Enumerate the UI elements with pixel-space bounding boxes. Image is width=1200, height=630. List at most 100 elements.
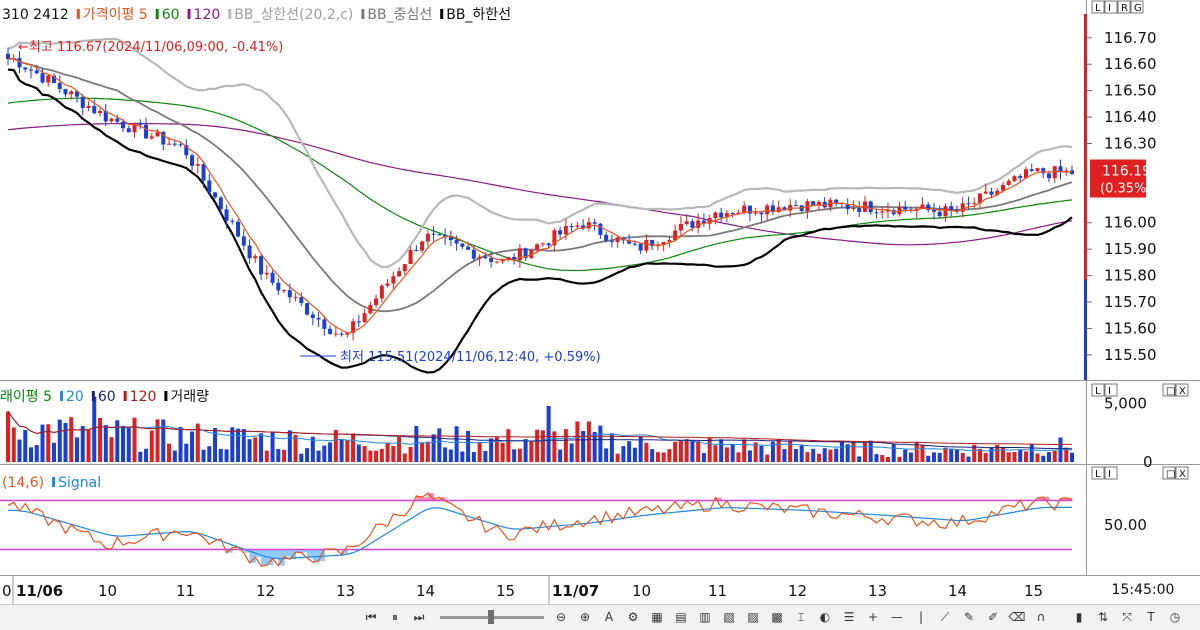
indicator-icon[interactable]: ▦: [651, 610, 663, 624]
panel-button[interactable]: [1162, 383, 1176, 397]
candle-body: [195, 164, 200, 166]
zoom-in-icon[interactable]: ⊕: [579, 610, 591, 624]
volume-bar: [190, 431, 195, 462]
candle-icon[interactable]: ▩: [771, 610, 783, 624]
list-icon[interactable]: ☰: [843, 610, 855, 624]
candle-body: [949, 206, 954, 210]
candle-body: [57, 83, 62, 90]
volume-bar: [609, 433, 614, 462]
volume-bar: [650, 449, 655, 462]
clock-icon[interactable]: ◷: [1169, 610, 1181, 624]
volume-bar: [207, 446, 212, 462]
candle-body: [63, 89, 68, 95]
volume-bar: [684, 439, 689, 462]
volume-bar: [517, 448, 522, 462]
candle-body: [960, 203, 965, 212]
bar-chart-icon[interactable]: ▥: [699, 610, 711, 624]
candle-body: [293, 297, 298, 299]
candle-body: [92, 106, 97, 114]
text-icon[interactable]: T: [1147, 610, 1155, 624]
brush-icon[interactable]: ✐: [987, 610, 999, 624]
volume-legend-swatch: [123, 391, 127, 401]
current-time-label: 15:45:00: [1086, 576, 1200, 604]
volume-bar: [6, 411, 10, 462]
volume-bar: [92, 396, 97, 462]
volume-bar: [23, 429, 28, 462]
volume-bar: [362, 446, 367, 462]
volume-bar: [305, 448, 310, 462]
stochastic-panel[interactable]: [0, 465, 1086, 575]
magnet-icon[interactable]: ∩: [1036, 610, 1046, 624]
volume-bar: [402, 453, 407, 462]
candle-body: [759, 212, 764, 215]
volume-bar: [471, 452, 476, 462]
eraser-icon[interactable]: ⌫: [1008, 610, 1026, 624]
volume-bar: [972, 444, 977, 462]
volume-bar: [500, 442, 505, 462]
last-icon[interactable]: ⏭: [413, 610, 425, 624]
candle-body: [661, 241, 666, 246]
main-legend-swatch: [440, 9, 444, 19]
settings-icon[interactable]: ⚙: [627, 610, 639, 624]
vertical-line-icon[interactable]: |: [918, 610, 924, 624]
candle-body: [149, 136, 154, 139]
scroll-handle[interactable]: [488, 610, 494, 624]
horizontal-line-icon[interactable]: —: [891, 610, 903, 624]
zoom-out-icon[interactable]: ⊖: [555, 610, 567, 624]
volume-bar: [862, 442, 867, 462]
volume-bar: [1018, 449, 1023, 462]
volume-bar: [673, 441, 678, 462]
time-axis-label: 10: [632, 582, 651, 600]
panel-button-label: I: [1108, 386, 1111, 397]
panel-button[interactable]: [1175, 383, 1189, 397]
fit-icon[interactable]: ⤧: [1122, 610, 1132, 624]
volume-bar: [575, 421, 580, 462]
candle-body: [650, 239, 655, 247]
volume-legend-item: 20: [66, 389, 84, 405]
volume-bar: [753, 442, 758, 462]
candle-body: [926, 204, 931, 210]
panel-button[interactable]: [1162, 466, 1176, 480]
chart-type-icon[interactable]: ▤: [675, 610, 687, 624]
swap-icon[interactable]: ⇅: [1097, 610, 1109, 624]
overbought-fill: [715, 497, 722, 501]
candle-body: [402, 264, 407, 272]
volume-bar: [494, 436, 499, 462]
candle-body: [29, 69, 34, 71]
panel-button[interactable]: [1091, 0, 1105, 14]
main-legend-item: BB_상한선(20,2,c): [234, 7, 353, 23]
grid-icon[interactable]: ▧: [723, 610, 735, 624]
crosshair-icon[interactable]: +: [867, 610, 879, 624]
volume-bar: [1070, 452, 1074, 462]
text-tool-icon[interactable]: A: [604, 610, 614, 624]
candle-body: [184, 145, 189, 156]
panel-button-label: X: [1179, 386, 1186, 397]
candle-body: [322, 319, 327, 329]
candle-body: [213, 192, 218, 198]
pause-icon[interactable]: ⏸: [391, 610, 398, 624]
volume-bar: [805, 452, 810, 462]
first-icon[interactable]: ⏮: [365, 610, 377, 624]
price-panel[interactable]: [0, 0, 1086, 380]
table-icon[interactable]: ▨: [747, 610, 759, 624]
volume-bar: [420, 442, 425, 462]
pen-icon[interactable]: ✎: [963, 610, 975, 624]
toggle-off-icon[interactable]: ◐: [819, 610, 831, 624]
panel-button[interactable]: [1175, 466, 1189, 480]
volume-bar: [926, 455, 931, 462]
candle-body: [172, 143, 177, 145]
candle-body: [23, 67, 28, 70]
panel-button[interactable]: [1104, 0, 1118, 14]
panel-button[interactable]: [1091, 383, 1105, 397]
panel-button[interactable]: [1091, 466, 1105, 480]
trend-line-icon[interactable]: ⟋: [940, 610, 950, 624]
lock-icon[interactable]: ▮: [1075, 610, 1083, 624]
panel-button[interactable]: [1117, 0, 1131, 14]
cursor-tool-icon[interactable]: ⌶: [797, 610, 805, 624]
candle-body: [632, 243, 637, 245]
panel-button[interactable]: [1104, 466, 1118, 480]
current-change-label: (0.35%): [1100, 182, 1151, 197]
panel-button[interactable]: [1104, 383, 1118, 397]
oversold-fill: [243, 549, 251, 553]
panel-button[interactable]: [1130, 0, 1144, 14]
